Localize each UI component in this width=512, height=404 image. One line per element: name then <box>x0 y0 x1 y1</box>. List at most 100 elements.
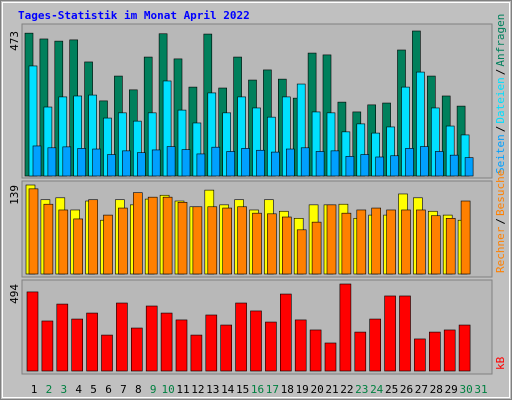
bar <box>369 318 382 372</box>
bar <box>160 312 173 372</box>
bar <box>443 329 456 372</box>
bar <box>315 151 325 177</box>
bar <box>181 149 191 177</box>
bar <box>226 151 235 177</box>
bar <box>354 331 367 372</box>
bar <box>326 204 337 275</box>
bar <box>430 215 441 275</box>
bar <box>92 148 101 177</box>
bar <box>405 148 414 177</box>
x-tick-label: 15 <box>236 383 249 396</box>
bar <box>190 334 203 372</box>
legend-entry: Anfragen <box>494 14 507 67</box>
bar <box>401 209 411 275</box>
bar <box>339 283 352 372</box>
x-tick-label: 26 <box>400 383 413 396</box>
bar <box>399 295 411 372</box>
bar <box>71 318 83 372</box>
bar <box>271 151 280 177</box>
bar <box>309 329 322 372</box>
x-tick-label: 3 <box>60 383 67 396</box>
bar <box>56 303 69 372</box>
x-tick-label: 29 <box>445 383 458 396</box>
bar <box>116 302 128 372</box>
bar <box>464 157 474 177</box>
bar <box>196 153 206 177</box>
bar <box>458 324 471 372</box>
bar <box>58 209 69 275</box>
legend: Rechner/ Besuche <box>494 170 507 273</box>
bar <box>296 229 307 275</box>
bar <box>122 150 131 177</box>
bar <box>166 146 176 177</box>
bar <box>279 293 292 372</box>
bar <box>416 209 426 275</box>
bar <box>390 155 399 177</box>
bar <box>256 149 265 177</box>
bar <box>386 209 396 275</box>
x-tick-label: 4 <box>75 383 82 396</box>
bar <box>133 192 143 275</box>
bar <box>281 216 292 275</box>
bar <box>356 209 367 275</box>
bar <box>211 146 221 177</box>
legend: kB <box>494 356 507 370</box>
bar <box>371 207 382 275</box>
y-tick-label: 473 <box>8 31 21 51</box>
bar <box>341 212 352 275</box>
bar <box>449 154 459 177</box>
x-tick-label: 20 <box>310 383 323 396</box>
bar <box>375 156 385 177</box>
x-tick-label: 30 <box>459 383 472 396</box>
bar <box>265 321 277 372</box>
bar <box>207 206 218 275</box>
bar <box>360 154 370 177</box>
bar <box>222 207 232 275</box>
x-tick-label: 14 <box>221 383 235 396</box>
legend-entry: Besuche <box>494 170 507 216</box>
chart-title: Tages-Statistik im Monat April 2022 <box>18 9 250 22</box>
bar <box>192 206 203 275</box>
bar <box>300 147 310 177</box>
x-tick-label: 12 <box>191 383 204 396</box>
frame <box>2 2 510 398</box>
legend-separator: / <box>494 218 507 225</box>
x-tick-label: 19 <box>296 383 309 396</box>
x-tick-label: 21 <box>325 383 338 396</box>
bar <box>252 212 262 275</box>
bar <box>62 146 72 177</box>
bar <box>26 291 39 372</box>
bar <box>460 200 471 275</box>
bar <box>345 156 355 177</box>
bar <box>137 152 146 177</box>
legend-entry: Seiten <box>494 134 507 174</box>
bar <box>311 221 322 275</box>
bar <box>384 295 396 372</box>
bar <box>205 314 218 372</box>
x-tick-label: 18 <box>281 383 294 396</box>
bar <box>101 334 113 372</box>
bar <box>73 218 83 275</box>
legend-separator: / <box>494 69 507 76</box>
legend: Seiten/Dateien/Anfragen <box>494 14 507 174</box>
x-tick-label: 17 <box>266 383 279 396</box>
x-tick-label: 8 <box>135 383 142 396</box>
x-tick-label: 27 <box>415 383 428 396</box>
bar <box>88 199 98 275</box>
bar <box>41 320 54 372</box>
bar <box>241 148 250 177</box>
bar <box>107 154 116 177</box>
x-tick-label: 10 <box>161 383 174 396</box>
bar <box>235 302 247 372</box>
x-tick-label: 22 <box>340 383 353 396</box>
legend-entry: kB <box>494 356 507 370</box>
x-tick-label: 31 <box>474 383 487 396</box>
bar <box>103 214 113 275</box>
bar <box>175 319 188 372</box>
x-tick-label: 11 <box>176 383 189 396</box>
x-tick-label: 24 <box>370 383 384 396</box>
x-tick-label: 25 <box>385 383 398 396</box>
legend-entry: Rechner <box>494 226 507 273</box>
bar <box>145 305 158 372</box>
